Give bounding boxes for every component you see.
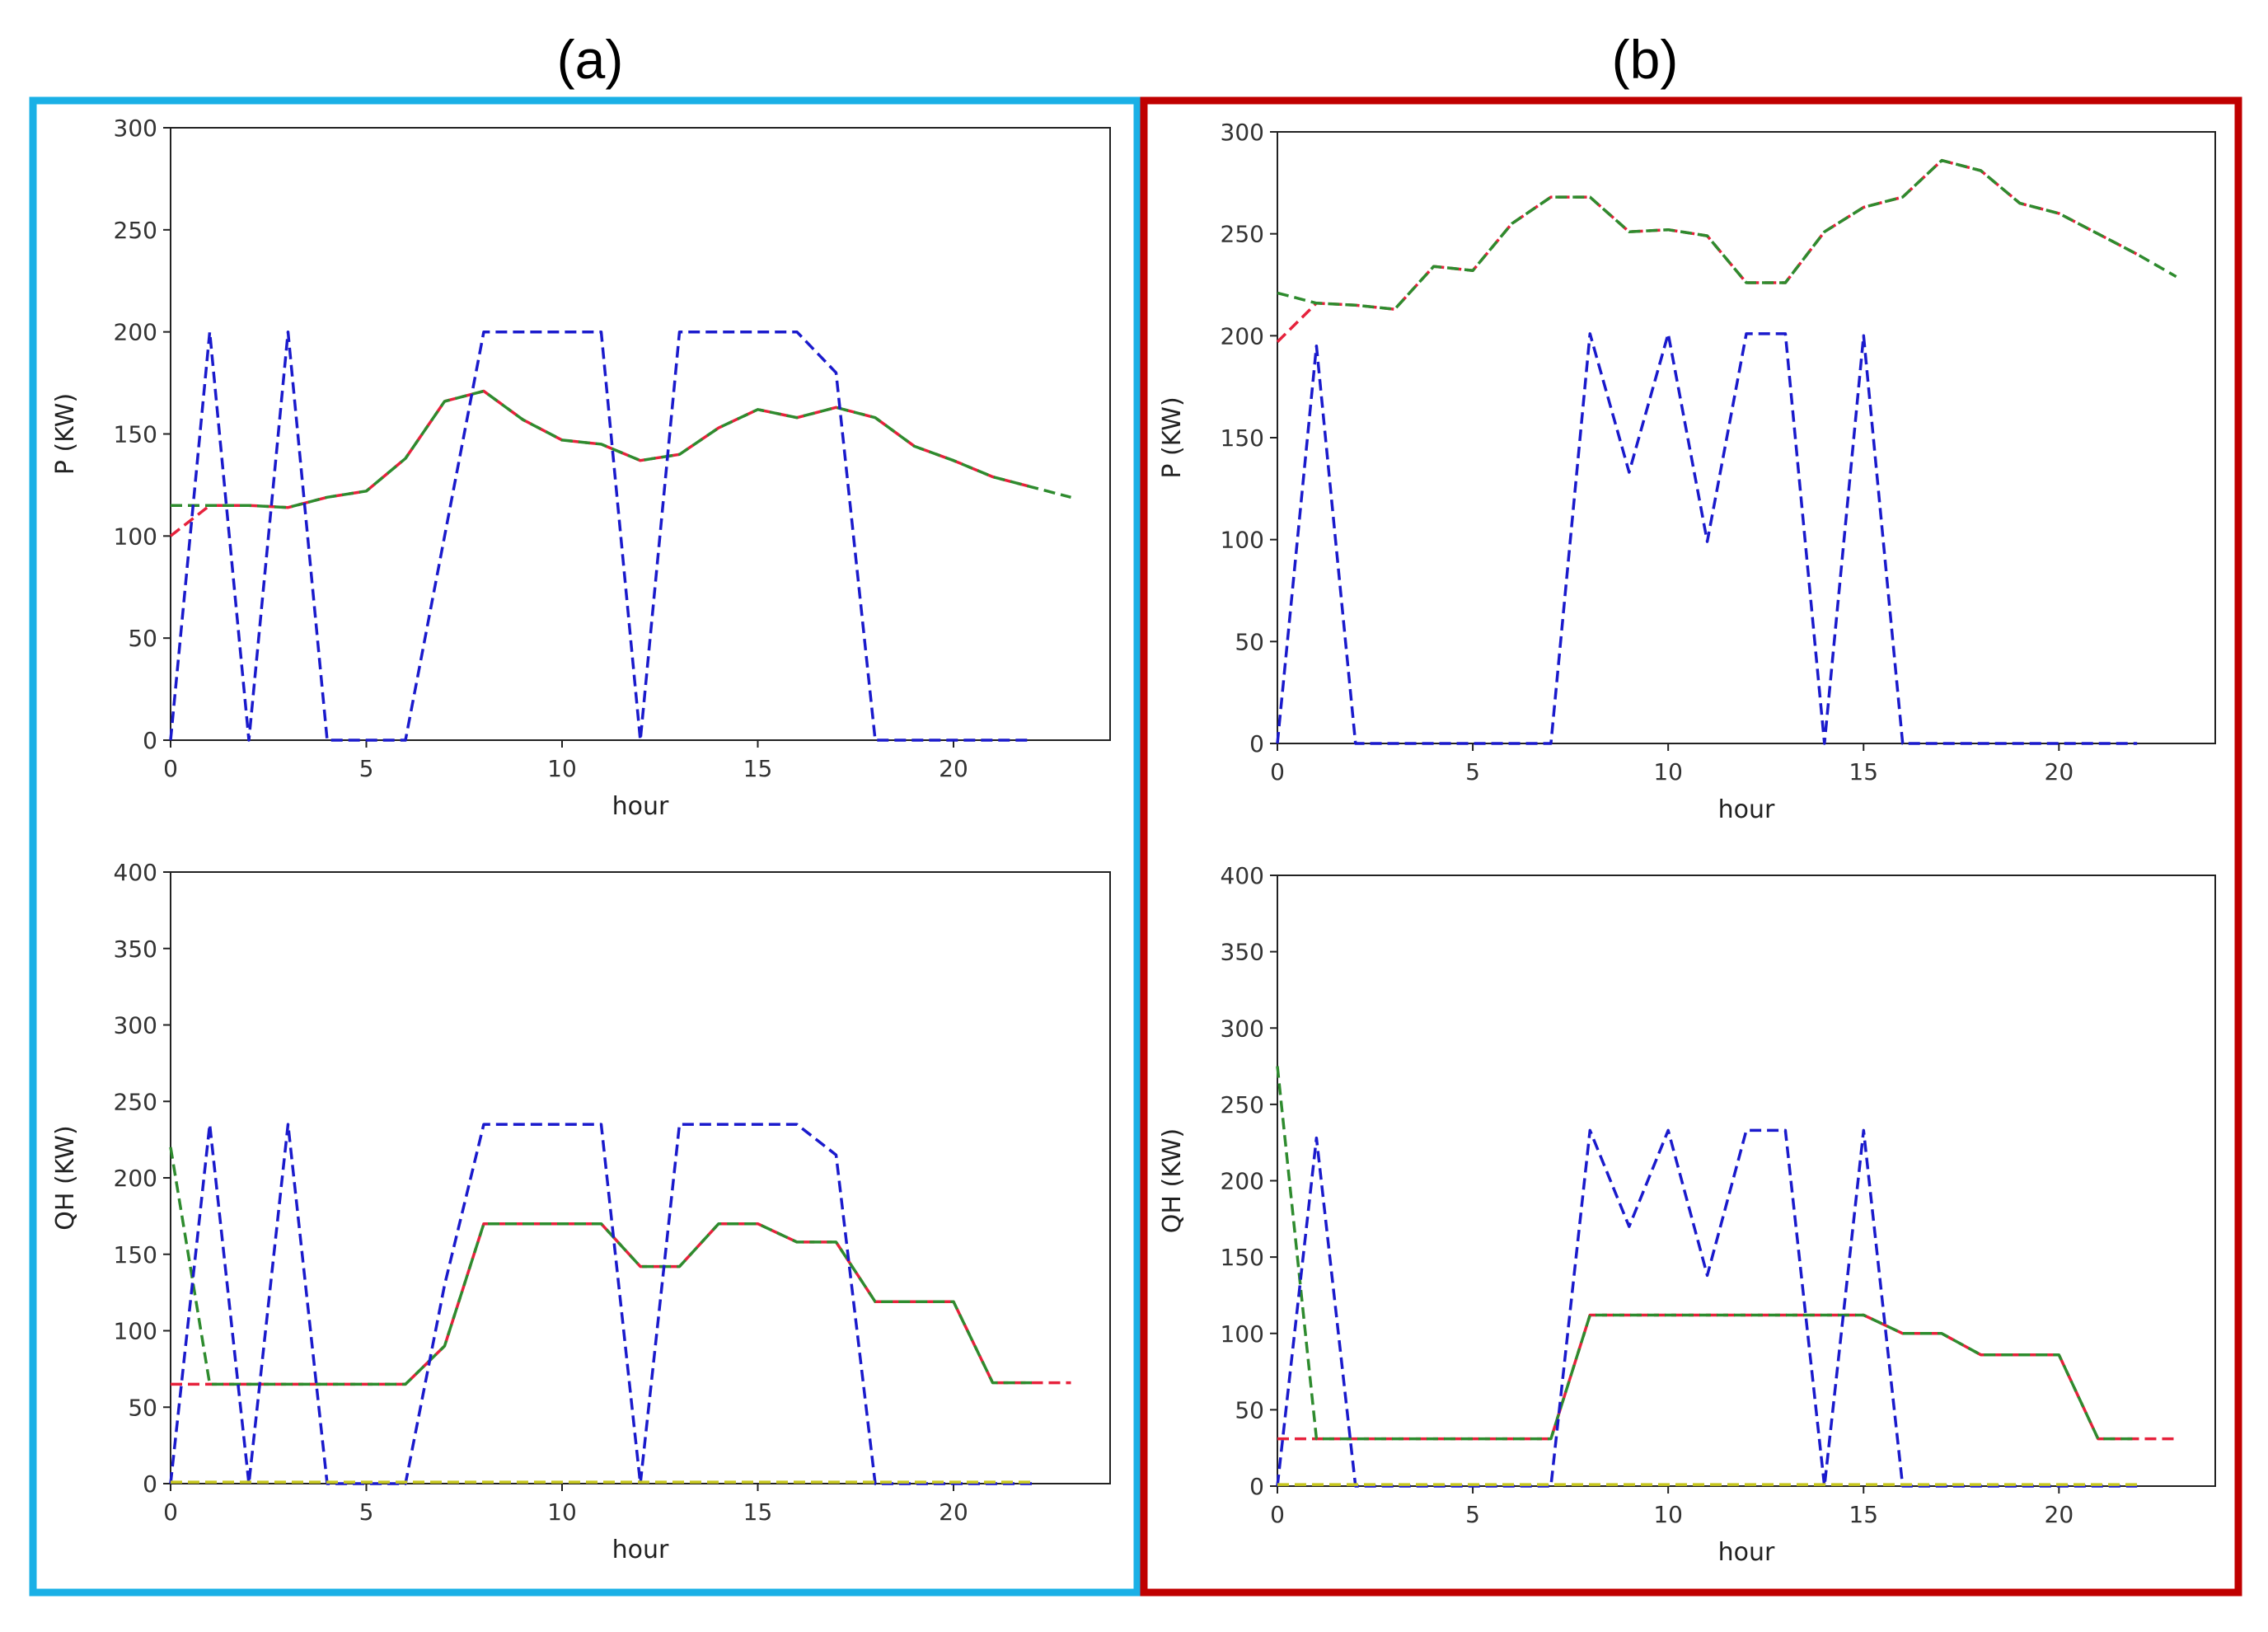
y-tick-label: 200 [114,319,157,346]
x-tick-label: 20 [2045,1501,2074,1528]
x-tick-label: 15 [743,755,773,782]
y-tick-label: 0 [1249,1473,1264,1500]
x-tick-label: 0 [163,1498,178,1526]
y-tick-label: 300 [1221,1015,1264,1042]
series-line-green [171,389,1071,509]
y-tick-label: 100 [114,1318,157,1345]
y-axis-label: QH (KW) [51,1125,80,1230]
x-tick-label: 10 [547,755,577,782]
y-tick-label: 250 [1221,221,1264,248]
x-tick-label: 10 [547,1498,577,1526]
y-tick-label: 150 [1221,1244,1264,1271]
y-axis-label: P (KW) [1158,396,1187,478]
x-tick-label: 10 [1653,758,1683,786]
y-tick-label: 150 [114,1241,157,1269]
y-tick-label: 350 [114,936,157,963]
x-tick-label: 20 [939,1498,968,1526]
y-tick-label: 50 [128,1394,157,1421]
series-line-green [1277,158,2177,311]
x-axis-label: hour [612,792,669,821]
panel-title-a: (a) [557,29,624,90]
y-tick-label: 200 [1221,322,1264,349]
series-line-red [169,389,1033,537]
x-tick-label: 15 [1849,758,1878,786]
x-tick-label: 0 [163,755,178,782]
x-tick-label: 10 [1653,1501,1683,1528]
y-tick-label: 400 [1221,862,1264,889]
y-axis-label: P (KW) [51,393,80,475]
series-line-red [1277,1313,2177,1441]
y-tick-label: 300 [114,115,157,142]
series-line-green [1276,1066,2138,1441]
x-tick-label: 5 [359,755,374,782]
plot-area [170,127,1111,741]
plot-area [1277,131,2216,744]
x-tick-label: 15 [1849,1501,1878,1528]
plot-area [170,871,1111,1484]
y-tick-label: 150 [114,421,157,448]
y-tick-label: 250 [114,1088,157,1115]
y-tick-label: 100 [114,523,157,550]
x-axis-label: hour [612,1536,669,1564]
x-tick-label: 5 [1465,1501,1480,1528]
series-line-blue [1276,1128,2138,1488]
y-tick-label: 250 [1221,1091,1264,1118]
y-tick-label: 150 [1221,424,1264,452]
x-tick-label: 0 [1270,758,1285,786]
panel-frame-b [1140,96,2242,1597]
x-tick-label: 20 [2045,758,2074,786]
series-line-green [169,1147,1032,1386]
y-tick-label: 50 [128,625,157,652]
series-line-blue [169,1123,1032,1485]
y-tick-label: 0 [143,1470,157,1498]
y-tick-label: 300 [1221,119,1264,146]
y-tick-label: 350 [1221,939,1264,966]
y-tick-label: 200 [114,1165,157,1192]
y-tick-label: 0 [1249,730,1264,757]
series-line-blue [169,330,1032,742]
x-tick-label: 5 [1465,758,1480,786]
y-tick-label: 100 [1221,527,1264,554]
x-axis-label: hour [1718,795,1775,824]
y-tick-label: 0 [143,727,157,754]
y-tick-label: 50 [1235,628,1264,655]
plot-area [1277,875,2216,1487]
y-tick-label: 250 [114,217,157,244]
x-axis-label: hour [1718,1538,1775,1567]
x-tick-label: 20 [939,755,968,782]
y-tick-label: 50 [1235,1396,1264,1423]
y-tick-label: 300 [114,1012,157,1039]
panel-title-b: (b) [1612,29,1679,90]
series-line-red [1276,158,2139,344]
series-line-blue [1276,332,2138,745]
y-tick-label: 200 [1221,1168,1264,1195]
x-tick-label: 5 [359,1498,374,1526]
x-tick-label: 15 [743,1498,773,1526]
panel-frame-a [29,96,1141,1597]
y-tick-label: 400 [114,859,157,886]
y-tick-label: 100 [1221,1320,1264,1348]
y-axis-label: QH (KW) [1158,1128,1187,1233]
x-tick-label: 0 [1270,1501,1285,1528]
